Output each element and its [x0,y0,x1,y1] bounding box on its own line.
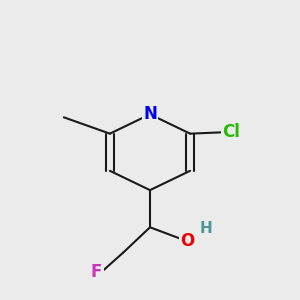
Text: H: H [200,221,213,236]
Text: O: O [180,232,194,250]
Text: F: F [91,263,102,281]
Text: N: N [143,105,157,123]
Text: Cl: Cl [222,123,240,141]
